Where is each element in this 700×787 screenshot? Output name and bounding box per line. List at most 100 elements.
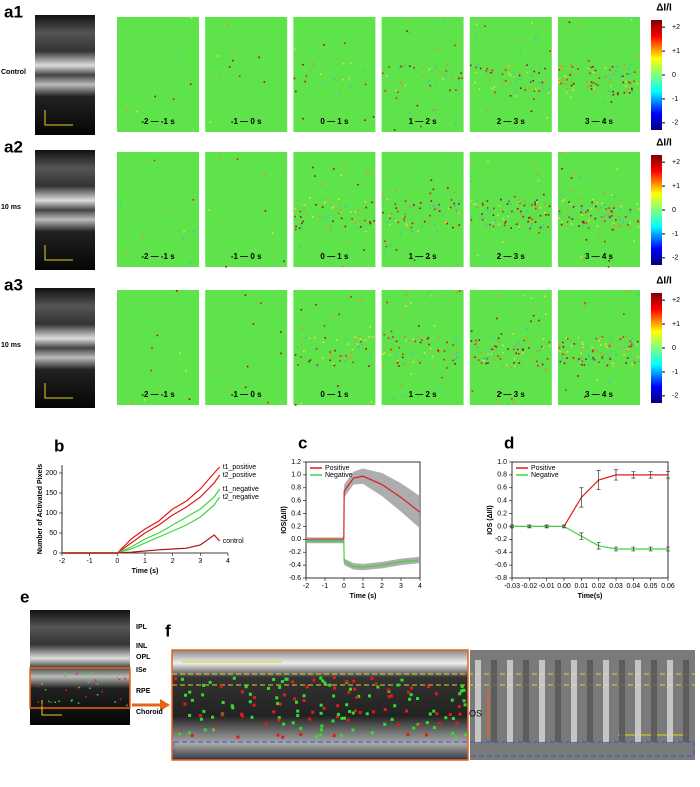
ios-dot <box>225 265 227 268</box>
ios-dot <box>395 207 398 209</box>
panel-label: a2 <box>4 137 23 156</box>
ios-dot <box>454 44 456 47</box>
ios-dot <box>456 348 458 351</box>
ios-dot <box>456 351 458 354</box>
ios-dot <box>609 80 611 83</box>
ios-dot <box>427 336 430 339</box>
ios-dot <box>421 75 423 77</box>
ios-dot <box>587 318 590 321</box>
ios-dot <box>568 216 570 219</box>
activity-dot <box>202 709 206 713</box>
ios-dot <box>154 95 157 98</box>
activity-dot <box>37 685 40 687</box>
activity-dot <box>50 701 53 704</box>
y-tick-label: 100 <box>45 510 57 517</box>
ios-dot <box>531 75 534 77</box>
activity-dot <box>285 677 289 681</box>
ios-dot <box>429 223 431 225</box>
ios-dot <box>508 200 510 203</box>
ios-dot <box>458 85 460 87</box>
ios-dot <box>324 201 326 204</box>
activity-dot <box>201 693 205 697</box>
ios-dot <box>511 210 513 213</box>
ios-dot <box>534 88 537 91</box>
ios-dot <box>633 359 635 361</box>
ios-dot <box>627 175 629 177</box>
activity-dot <box>323 681 327 685</box>
ios-dot <box>615 66 618 68</box>
ios-dot <box>299 210 302 213</box>
ios-dot <box>628 345 630 348</box>
y-tick-label: 200 <box>45 470 57 477</box>
ios-dot <box>588 363 590 366</box>
ios-dot <box>508 201 510 204</box>
ios-dot <box>429 214 431 217</box>
ios-dot <box>617 215 620 218</box>
condition-label: 10 ms <box>1 342 21 349</box>
ios-dot <box>403 336 406 338</box>
ios-dot <box>443 350 446 352</box>
ios-dot <box>568 338 571 341</box>
ios-dot <box>404 200 407 202</box>
x-tick-label: 2 <box>171 558 175 565</box>
colorbar-tick-label: -2 <box>672 120 678 127</box>
ios-dot <box>528 217 530 219</box>
ios-dot <box>446 367 448 369</box>
activity-dot <box>352 679 356 683</box>
series-line <box>62 496 221 554</box>
ios-dot <box>294 215 296 218</box>
activity-dot <box>336 712 340 716</box>
ios-dot <box>598 77 601 79</box>
ios-dot <box>177 54 179 57</box>
ios-dot <box>280 352 282 355</box>
ios-dot <box>316 364 319 366</box>
ios-dot <box>595 73 598 76</box>
ios-frame <box>469 17 552 132</box>
activity-dot <box>321 679 325 683</box>
error-bar <box>666 471 670 479</box>
ios-dot <box>530 222 533 225</box>
ios-dot <box>356 226 359 229</box>
ios-dot <box>382 211 384 214</box>
activity-dot <box>336 704 340 708</box>
ios-dot <box>534 207 537 210</box>
ios-dot <box>495 398 497 400</box>
ios-dot <box>495 317 498 320</box>
ios-dot <box>491 221 494 224</box>
ios-dot <box>594 217 597 220</box>
ios-dot <box>566 209 569 211</box>
ios-dot <box>572 88 575 91</box>
activity-dot <box>281 735 285 739</box>
ios-dot <box>622 220 624 222</box>
activity-dot <box>425 721 429 725</box>
ios-dot <box>272 255 274 257</box>
ios-dot <box>390 212 392 215</box>
ios-dot <box>387 75 390 78</box>
ios-dot <box>369 326 372 328</box>
ios-dot <box>548 205 551 208</box>
activity-dot <box>302 694 306 698</box>
ios-dot <box>581 214 583 217</box>
ios-dot <box>518 74 521 77</box>
activity-dot <box>340 716 344 720</box>
ios-dot <box>566 221 569 223</box>
ios-dot <box>294 354 297 356</box>
ios-dot <box>443 221 445 224</box>
ios-dot <box>580 357 582 360</box>
ios-dot <box>626 335 628 338</box>
ios-dot <box>609 85 612 87</box>
ios-dot <box>613 224 615 226</box>
ios-dot <box>541 363 544 366</box>
ios-dot <box>533 70 536 73</box>
ios-dot <box>607 213 610 215</box>
ios-dot <box>417 360 420 363</box>
ios-dot <box>517 341 519 344</box>
activity-dot <box>272 678 276 682</box>
activity-dot <box>438 722 442 726</box>
ios-dot <box>526 210 529 213</box>
activity-dot <box>416 697 420 701</box>
x-tick-label: 3 <box>399 583 403 590</box>
ios-dot <box>599 207 602 209</box>
ios-dot <box>631 337 634 340</box>
activity-dot <box>462 688 466 692</box>
